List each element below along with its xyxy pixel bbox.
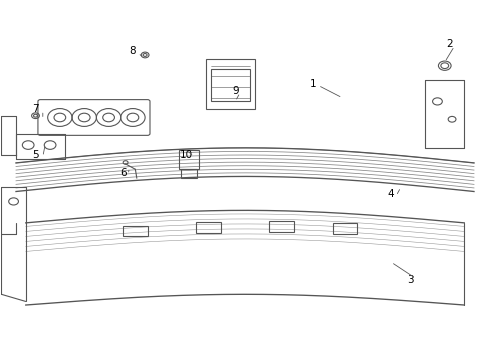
Bar: [206, 59, 255, 109]
Text: 5: 5: [32, 150, 39, 160]
Bar: [270, 221, 294, 232]
Bar: [179, 150, 199, 169]
Text: 6: 6: [120, 168, 126, 178]
Bar: [181, 169, 197, 178]
Text: 8: 8: [130, 46, 136, 57]
Bar: [211, 69, 250, 102]
Text: 9: 9: [232, 86, 239, 96]
Bar: [333, 224, 357, 234]
Text: 10: 10: [180, 150, 193, 160]
Text: 7: 7: [32, 104, 39, 113]
Text: 4: 4: [388, 189, 394, 199]
Text: 2: 2: [446, 39, 453, 49]
Text: 3: 3: [407, 275, 414, 285]
Bar: [123, 226, 147, 236]
Text: 1: 1: [310, 78, 317, 89]
Bar: [196, 222, 220, 233]
